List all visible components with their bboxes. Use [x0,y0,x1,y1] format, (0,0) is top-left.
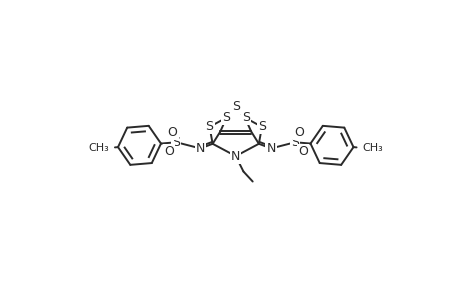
Text: S: S [205,120,213,134]
Text: S: S [291,136,298,149]
Text: S: S [221,111,229,124]
Text: O: O [297,145,307,158]
Text: CH₃: CH₃ [88,143,109,153]
Text: S: S [172,136,180,149]
Text: O: O [293,126,303,139]
Text: N: N [195,142,205,155]
Text: O: O [168,126,177,139]
Text: S: S [257,120,265,134]
Text: S: S [231,100,239,113]
Text: CH₃: CH₃ [362,143,383,153]
Text: N: N [230,150,240,163]
Text: N: N [266,142,275,155]
Text: S: S [241,111,249,124]
Text: O: O [163,145,174,158]
